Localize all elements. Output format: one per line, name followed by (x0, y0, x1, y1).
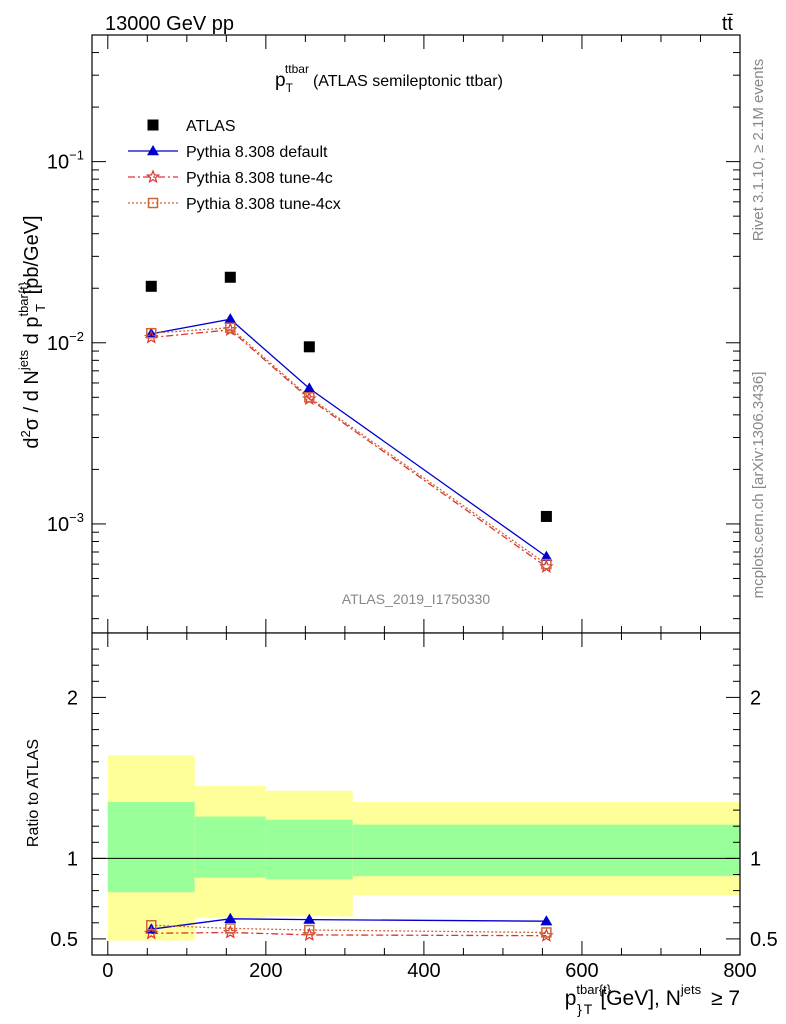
ratio-point-1-0 (143, 925, 159, 940)
ratio-point-0-2 (303, 913, 316, 924)
legend: ATLAS Pythia 8.308 default Pythia 8.308 tu… (128, 118, 341, 213)
header-left: 13000 GeV pp (105, 13, 234, 35)
main-series-line-2 (151, 329, 547, 568)
main-point-3-2 (304, 392, 315, 403)
svg-text:d2σ / d Njets d ptbar{t}T [pb/: d2σ / d Njets d ptbar{t} T [pb/GeV] (16, 215, 48, 448)
ratio-data-layer (143, 912, 554, 942)
main-point-0-0 (145, 280, 157, 292)
legend-label-3: Pythia 8.308 tune-4cx (186, 196, 341, 213)
xtick-label-4: 800 (723, 960, 756, 982)
legend-label-2: Pythia 8.308 tune-4c (186, 170, 333, 187)
ratio-band-inner-1 (194, 816, 266, 878)
main-point-1-3 (540, 550, 553, 561)
title-subscript: T (286, 81, 294, 95)
title-p: p (275, 70, 286, 91)
ratio-band-inner-3 (352, 824, 740, 877)
ratio-ytick-label-right-1: 1 (750, 848, 761, 870)
rivet-label: Rivet 3.1.10, ≥ 2.1M events (750, 59, 767, 242)
ratio-band-inner-2 (265, 819, 353, 880)
legend-marker-3 (147, 197, 159, 209)
main-point-3-3 (541, 558, 552, 570)
ratio-point-0-3 (540, 915, 553, 926)
xtick-label-2: 400 (407, 960, 440, 982)
legend-marker-1 (147, 145, 159, 156)
main-point-1-2 (303, 382, 316, 393)
ratio-point-2-0 (146, 919, 157, 931)
xtick-label-1: 200 (249, 960, 282, 982)
main-ytick-label-0: 10−1 (47, 148, 84, 174)
title-superscript: ttbar (285, 62, 309, 76)
main-series-line-1 (151, 318, 547, 558)
main-data-layer (143, 271, 554, 573)
ratio-point-2-2 (304, 924, 315, 936)
legend-label-1: Pythia 8.308 default (186, 144, 328, 161)
xlabel: ptbar{t}} T [GeV], Njets ≥ 7 (565, 982, 740, 1017)
ratio-ytick-label-right-0: 0.5 (750, 929, 778, 951)
ratio-axes: 0.5 0.5 1 1 2 2 0 200 400 600 800 (50, 632, 778, 982)
ratio-series-line-2 (151, 924, 547, 934)
main-panel (92, 35, 740, 633)
legend-marker-2 (145, 169, 161, 184)
ratio-bands (92, 755, 740, 941)
header-right: tt̄ (722, 13, 734, 35)
ratio-point-2-3 (541, 927, 552, 938)
analysis-watermark: ATLAS_2019_I1750330 (342, 591, 491, 607)
main-title: pTttbar (ATLAS semileptonic ttbar) (275, 62, 503, 95)
legend-label-0: ATLAS (186, 118, 236, 135)
ratio-band-inner-0 (107, 802, 195, 893)
xtick-label-3: 600 (565, 960, 598, 982)
main-point-3-1 (225, 322, 236, 334)
main-ytick-label-1: 10−2 (47, 329, 84, 355)
ratio-ytick-label-left-1: 1 (67, 848, 78, 870)
ratio-ylabel: Ratio to ATLAS (25, 739, 42, 847)
main-point-0-1 (224, 271, 236, 283)
main-axes: 10−1 10−2 10−3 (47, 34, 741, 634)
main-ylabel: d2σ / d Njets d ptbar{t} T [pb/GeV] (16, 215, 48, 448)
main-plot-area (92, 35, 740, 633)
ratio-series-line-0 (151, 918, 547, 930)
xtick-label-0: 0 (102, 960, 113, 982)
ratio-point-2-1 (225, 923, 236, 934)
main-point-0-3 (540, 510, 552, 522)
main-ytick-label-2: 10−3 (47, 510, 84, 536)
main-point-1-1 (224, 313, 237, 324)
ratio-point-0-1 (224, 912, 237, 923)
main-point-3-0 (146, 327, 157, 339)
ratio-ytick-label-right-2: 2 (750, 687, 761, 709)
ratio-series-line-1 (151, 931, 547, 937)
ratio-ytick-label-left-0: 0.5 (50, 929, 78, 951)
ratio-ytick-label-left-2: 2 (67, 687, 78, 709)
mcplots-label: mcplots.cern.ch [arXiv:1306.3436] (750, 372, 767, 599)
title-tail: (ATLAS semileptonic ttbar) (313, 73, 503, 90)
main-point-0-2 (303, 341, 315, 353)
legend-marker-0 (147, 119, 159, 131)
main-series-line-3 (151, 327, 547, 565)
